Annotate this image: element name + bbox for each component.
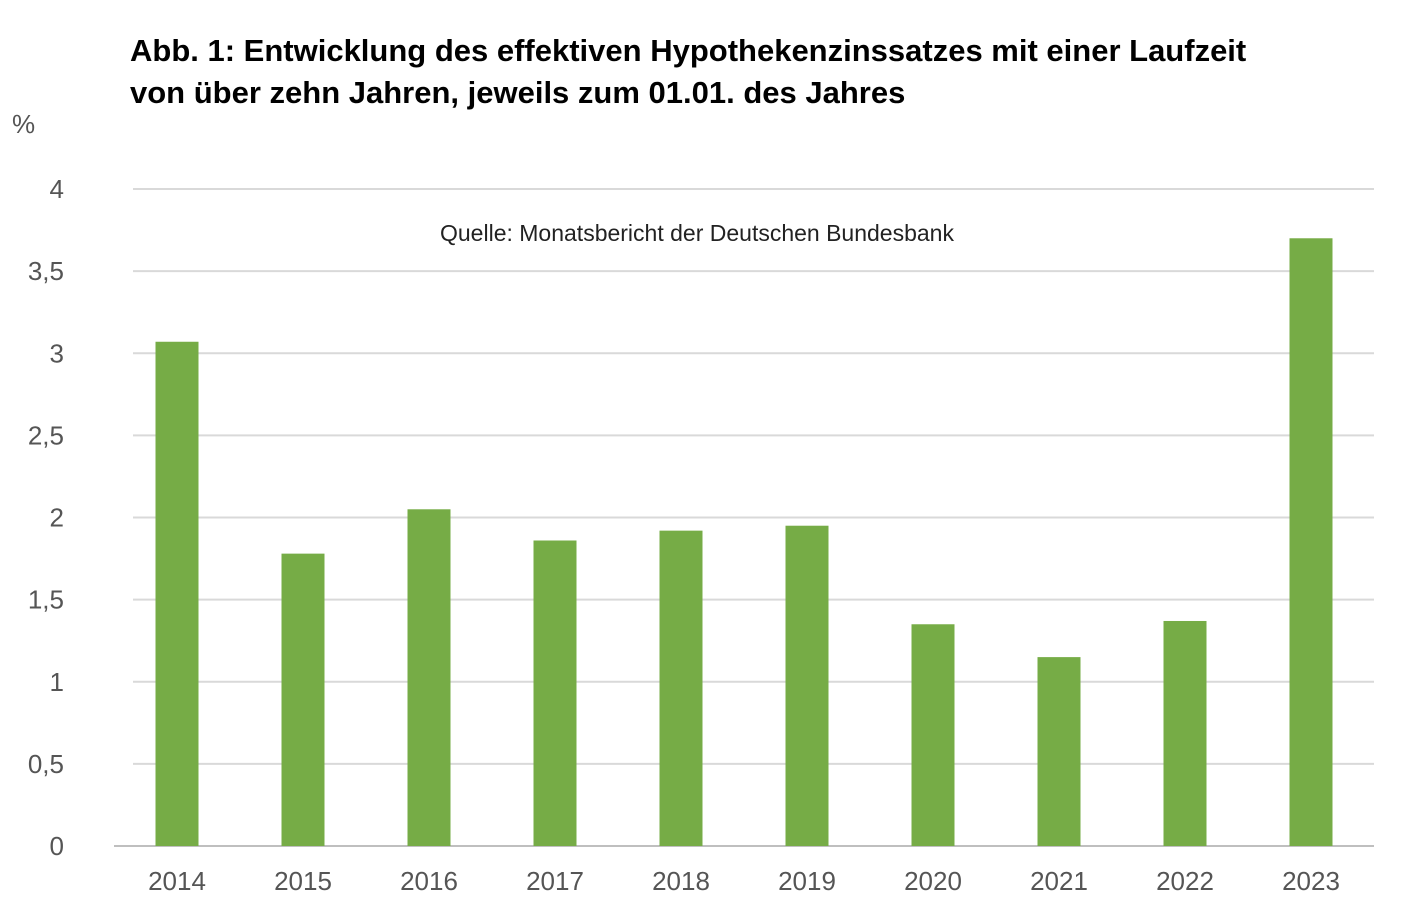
bar-2016	[407, 509, 451, 846]
source-annotation: Quelle: Monatsbericht der Deutschen Bund…	[440, 220, 954, 246]
bar-2023	[1289, 238, 1333, 846]
gridlines	[114, 188, 1374, 847]
y-tick-label: 0	[50, 831, 64, 861]
x-tick-label-2022: 2022	[1156, 866, 1214, 896]
y-tick-labels: 0 0,5 1 1,5 2 2,5 3 3,5 4	[28, 174, 64, 861]
x-tick-label-2019: 2019	[778, 866, 836, 896]
x-tick-label-2018: 2018	[652, 866, 710, 896]
chart-title-line-2: von über zehn Jahren, jeweils zum 01.01.…	[130, 75, 906, 110]
bar-2015	[281, 553, 325, 846]
x-tick-label-2016: 2016	[400, 866, 458, 896]
y-tick-label: 3,5	[28, 256, 64, 286]
bar-2021	[1037, 657, 1081, 846]
chart-title-line-1: Abb. 1: Entwicklung des effektiven Hypot…	[130, 33, 1247, 68]
y-unit-label: %	[12, 109, 35, 139]
x-tick-label-2017: 2017	[526, 866, 584, 896]
x-tick-label-2020: 2020	[904, 866, 962, 896]
x-tick-label-2014: 2014	[148, 866, 206, 896]
y-tick-label: 2,5	[28, 420, 64, 450]
bar-2017	[533, 540, 577, 846]
y-tick-label: 1	[50, 667, 64, 697]
x-tick-label-2021: 2021	[1030, 866, 1088, 896]
chart-title: Abb. 1: Entwicklung des effektiven Hypot…	[130, 30, 1370, 114]
y-tick-label: 1,5	[28, 585, 64, 615]
x-tick-label-2015: 2015	[274, 866, 332, 896]
y-tick-label: 4	[50, 174, 64, 204]
y-tick-label: 2	[50, 503, 64, 533]
bar-2014	[155, 341, 199, 846]
bar-2020	[911, 624, 955, 846]
x-tick-labels: 2014 2015 2016 2017 2018 2019 2020 2021 2022 2023	[148, 866, 1340, 896]
y-tick-label: 0,5	[28, 749, 64, 779]
bar-2019	[785, 525, 829, 846]
x-tick-label-2023: 2023	[1282, 866, 1340, 896]
bars	[155, 238, 1333, 846]
bar-2022	[1163, 620, 1207, 846]
y-tick-label: 3	[50, 338, 64, 368]
bar-2018	[659, 530, 703, 846]
